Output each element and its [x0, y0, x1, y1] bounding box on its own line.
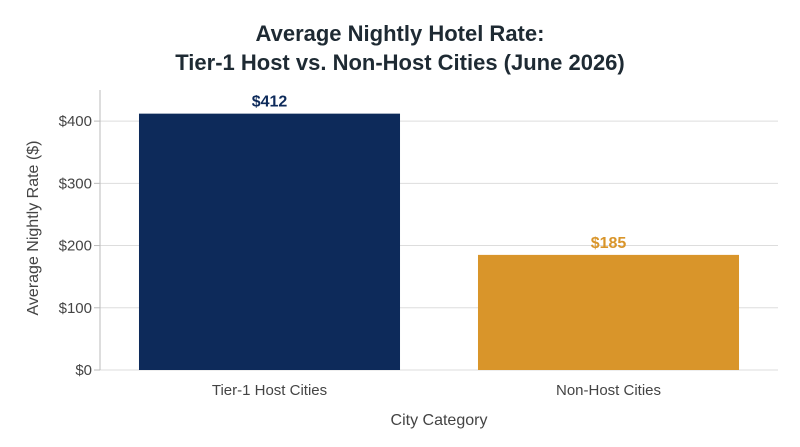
- bar: [138, 113, 401, 371]
- bar-data-label: $185: [591, 235, 627, 252]
- y-tick-label: $200: [59, 238, 92, 255]
- y-axis-title: Average Nightly Rate ($): [25, 141, 42, 316]
- y-tick-label: $300: [59, 175, 92, 192]
- bar-data-label: $412: [252, 94, 288, 111]
- x-axis-ticks: Tier-1 Host Cities Non-Host Cities: [212, 382, 661, 399]
- bar-data-labels: $412 $185: [252, 94, 627, 252]
- x-tick-label: Non-Host Cities: [556, 382, 661, 399]
- y-tick-label: $400: [59, 113, 92, 130]
- x-axis-title: City Category: [391, 412, 488, 429]
- bars: [138, 113, 740, 371]
- y-tick-label: $100: [59, 300, 92, 317]
- chart-title-line-2: Tier-1 Host vs. Non-Host Cities (June 20…: [175, 50, 625, 75]
- y-tick-label: $0: [75, 362, 92, 379]
- chart-title-line-1: Average Nightly Hotel Rate:: [256, 21, 545, 46]
- x-tick-label: Tier-1 Host Cities: [212, 382, 327, 399]
- bar: [477, 254, 740, 370]
- y-axis-ticks: $0 $100 $200 $300 $400: [59, 113, 100, 379]
